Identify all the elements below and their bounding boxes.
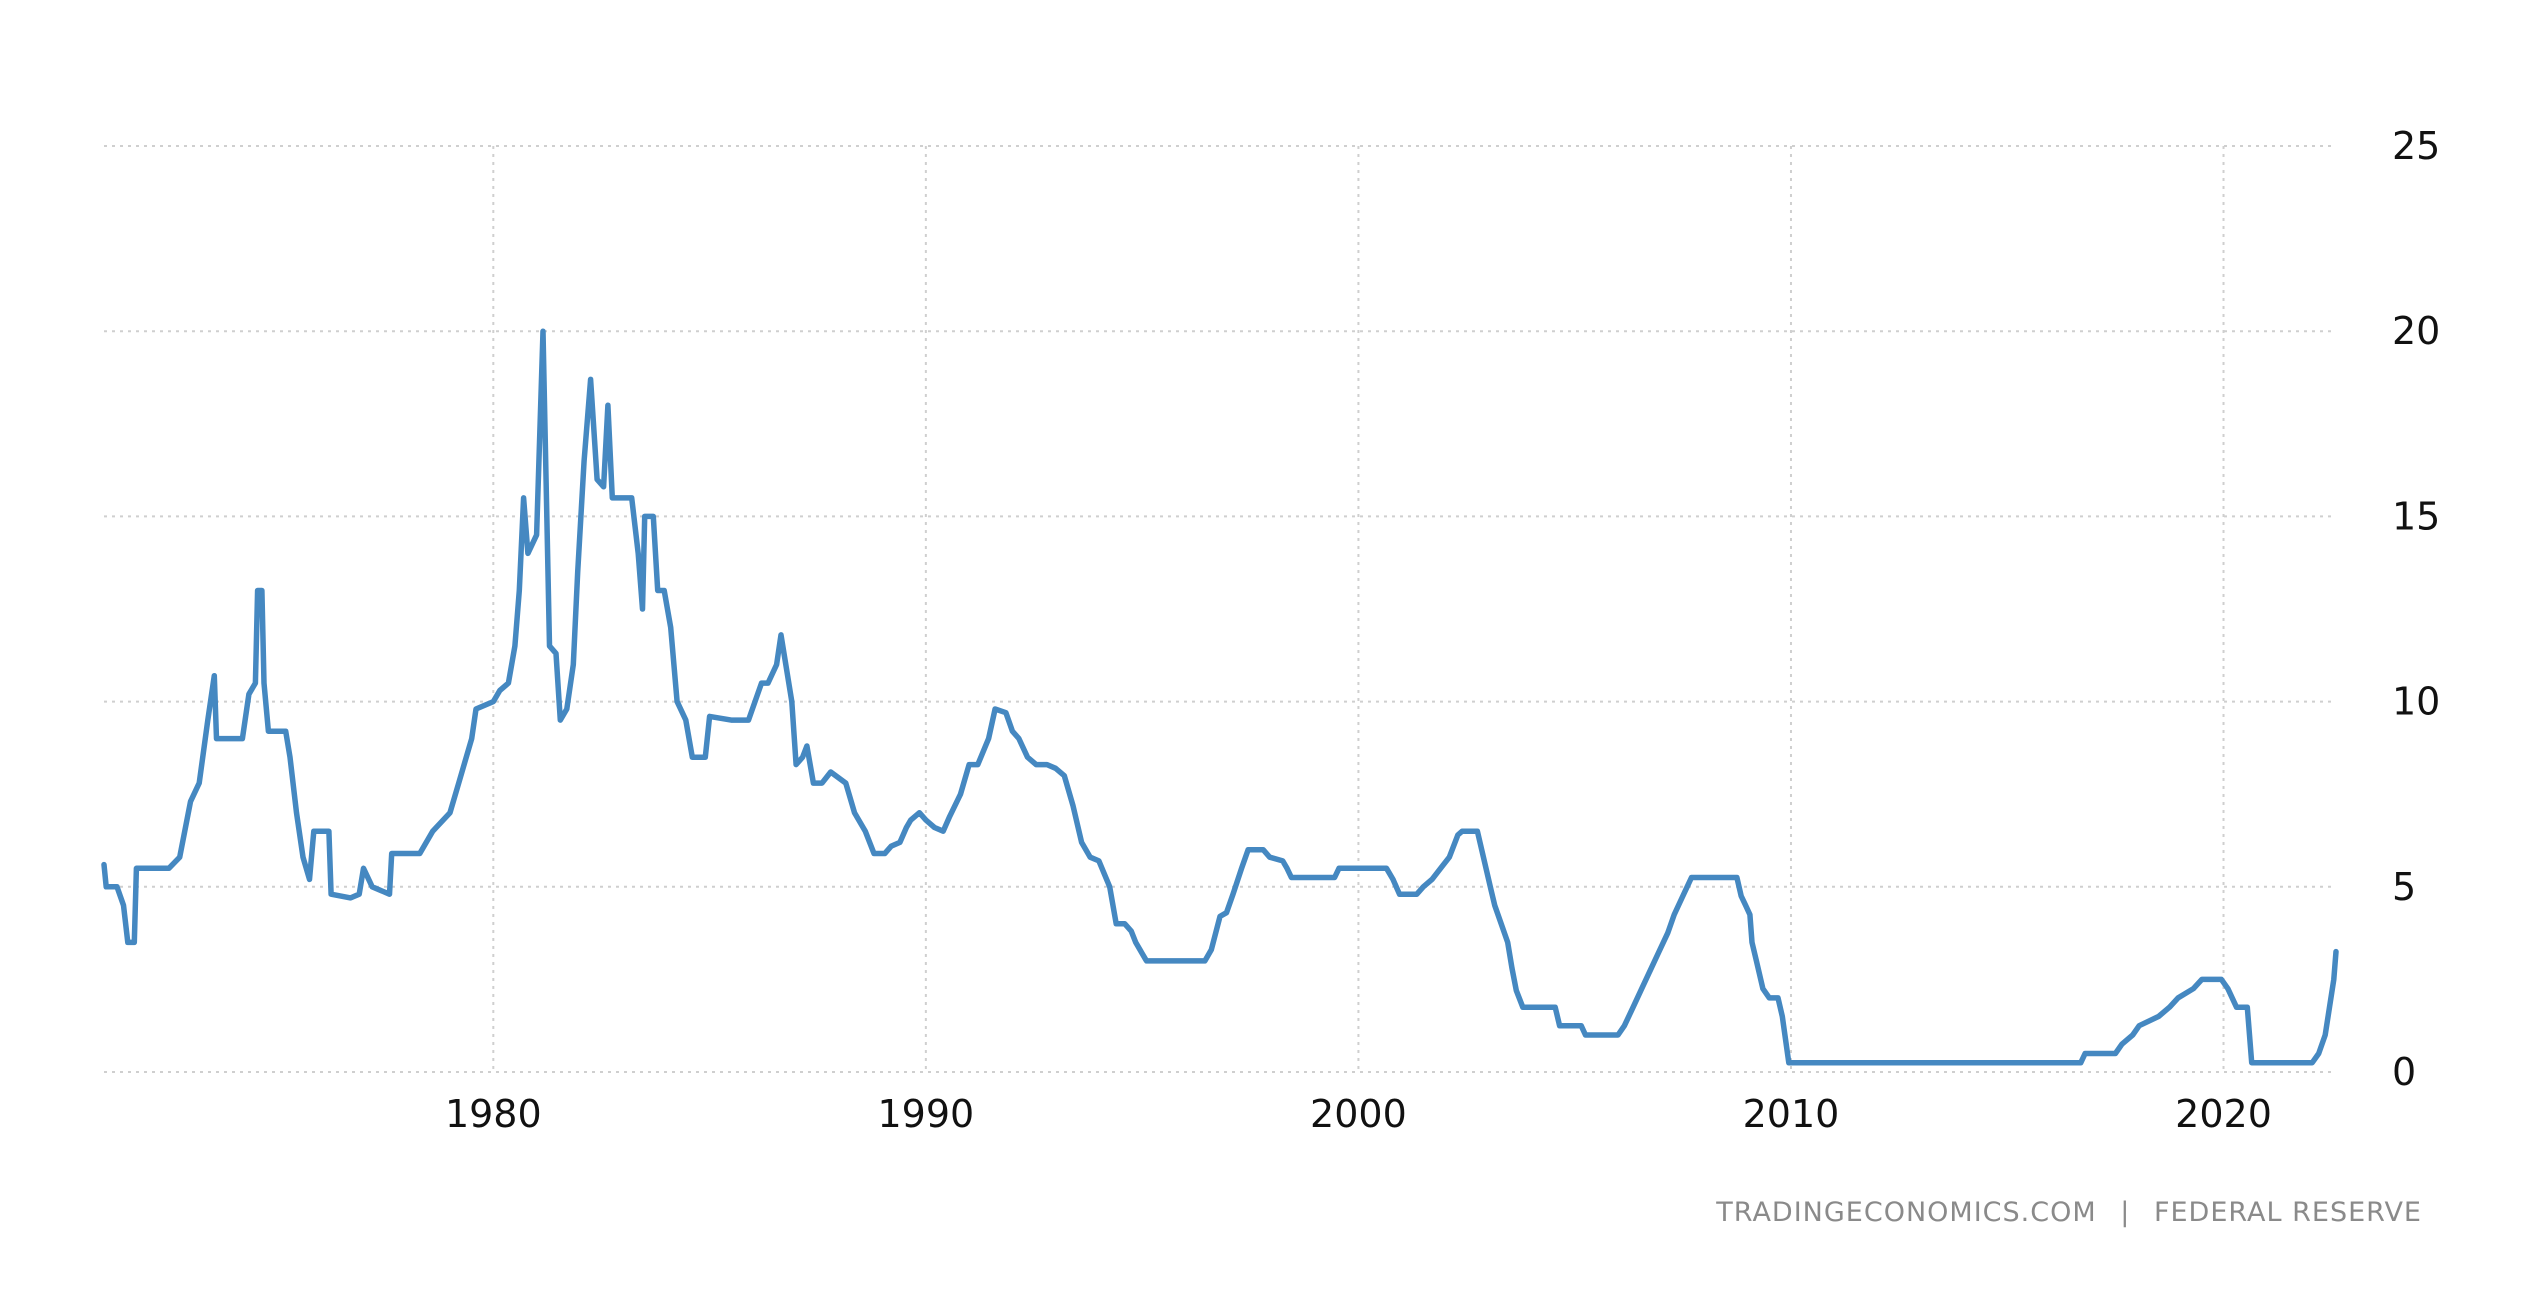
source-credit: TRADINGECONOMICS.COM | FEDERAL RESERVE <box>1716 1197 2422 1228</box>
y-tick-label: 25 <box>2392 124 2440 168</box>
x-tick-label: 2000 <box>1310 1092 1407 1136</box>
y-tick-label: 15 <box>2392 494 2440 538</box>
source-credit-right: FEDERAL RESERVE <box>2153 1197 2422 1228</box>
y-tick-label: 20 <box>2392 309 2440 353</box>
horizontal-gridlines <box>104 145 2336 1073</box>
source-credit-separator: | <box>2120 1197 2131 1228</box>
y-tick-label: 5 <box>2392 865 2416 909</box>
y-axis-labels: 0 5 10 15 20 25 <box>2392 124 2440 1094</box>
x-tick-label: 1990 <box>878 1092 975 1136</box>
source-credit-left: TRADINGECONOMICS.COM <box>1716 1197 2097 1228</box>
x-tick-label: 2020 <box>2175 1092 2272 1136</box>
series-group <box>101 328 2339 1066</box>
y-tick-label: 10 <box>2392 680 2440 724</box>
x-tick-label: 2010 <box>1743 1092 1840 1136</box>
x-axis-labels: 1980 1990 2000 2010 2020 <box>445 1092 2272 1136</box>
y-tick-label: 0 <box>2392 1050 2416 1094</box>
series-line <box>101 328 2339 1066</box>
x-tick-label: 1980 <box>445 1092 542 1136</box>
vertical-gridlines <box>492 146 2225 1072</box>
